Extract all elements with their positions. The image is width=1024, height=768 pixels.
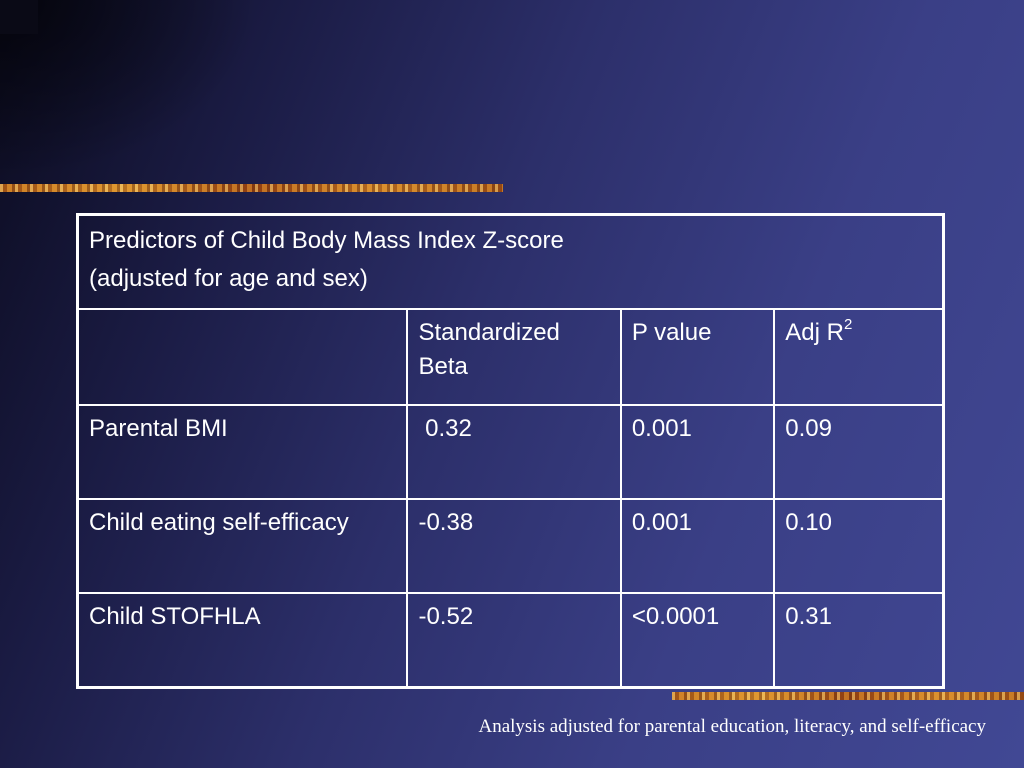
- header-beta-line-2: Beta: [418, 353, 468, 380]
- decorative-stripe-top: [0, 184, 503, 192]
- row-beta: 0.32: [406, 404, 622, 500]
- header-beta-line-1: Standardized: [418, 319, 560, 346]
- header-predictor: [76, 308, 409, 406]
- table-title-line-1: Predictors of Child Body Mass Index Z-sc…: [89, 227, 564, 254]
- decorative-stripe-bottom: [672, 692, 1024, 700]
- header-adj-r-label: Adj R: [785, 319, 844, 346]
- corner-square: [0, 0, 38, 34]
- predictors-table: Predictors of Child Body Mass Index Z-sc…: [76, 213, 945, 689]
- header-p-value: P value: [619, 308, 776, 406]
- table-row: Child STOFHLA -0.52 <0.0001 0.31: [76, 592, 945, 689]
- row-predictor: Child eating self-efficacy: [76, 498, 409, 594]
- header-adj-r-superscript: 2: [843, 316, 853, 333]
- row-adj-r2: 0.31: [773, 592, 945, 689]
- row-adj-r2: 0.10: [773, 498, 945, 594]
- table-title: Predictors of Child Body Mass Index Z-sc…: [76, 213, 945, 310]
- row-p-value: 0.001: [619, 404, 776, 500]
- table-header-row: Standardized Beta P value Adj R2: [76, 308, 945, 406]
- background-shadow: [0, 0, 260, 180]
- row-p-value: 0.001: [619, 498, 776, 594]
- row-beta: -0.38: [406, 498, 622, 594]
- row-predictor: Child STOFHLA: [76, 592, 409, 689]
- header-adj-r2: Adj R2: [773, 308, 945, 406]
- footnote: Analysis adjusted for parental education…: [478, 716, 986, 737]
- table-title-row: Predictors of Child Body Mass Index Z-sc…: [76, 213, 945, 310]
- row-beta: -0.52: [406, 592, 622, 689]
- table-row: Child eating self-efficacy -0.38 0.001 0…: [76, 498, 945, 594]
- row-predictor: Parental BMI: [76, 404, 409, 500]
- table-row: Parental BMI 0.32 0.001 0.09: [76, 404, 945, 500]
- row-p-value: <0.0001: [619, 592, 776, 689]
- header-standardized-beta: Standardized Beta: [406, 308, 622, 406]
- row-adj-r2: 0.09: [773, 404, 945, 500]
- table-title-line-2: (adjusted for age and sex): [89, 265, 368, 292]
